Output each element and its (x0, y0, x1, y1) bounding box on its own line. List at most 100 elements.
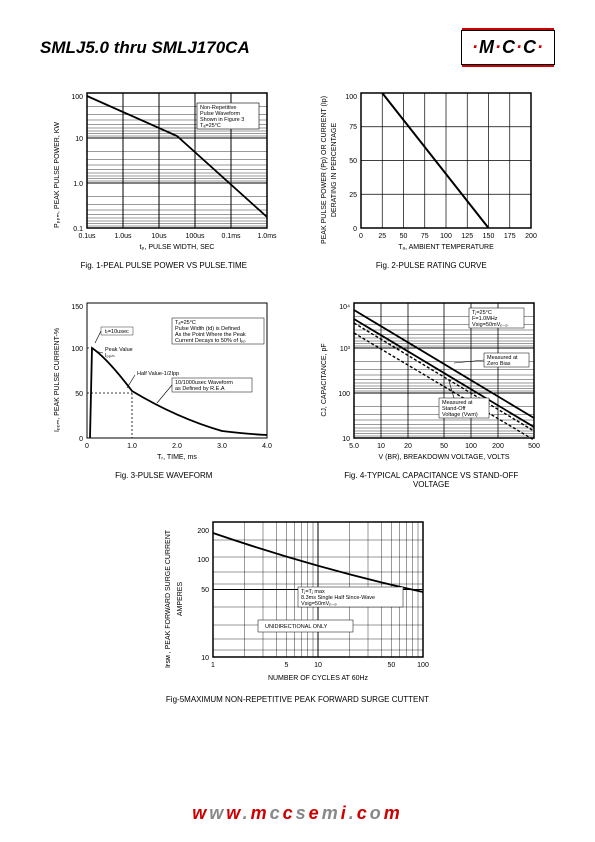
svg-text:3.0: 3.0 (217, 443, 227, 450)
svg-text:1.0: 1.0 (127, 443, 137, 450)
svg-text:10³: 10³ (340, 346, 351, 353)
svg-text:200: 200 (492, 443, 504, 450)
svg-text:1.0ms: 1.0ms (257, 233, 277, 240)
svg-text:100: 100 (465, 443, 477, 450)
svg-text:150: 150 (71, 304, 83, 311)
fig1-note4: Tₐ=25°C (200, 123, 221, 129)
chart-fig3: tᵣ=10usec Peak Value Iₚₚₘ Half Value-1/2… (40, 295, 288, 489)
svg-text:4.0: 4.0 (262, 443, 272, 450)
svg-text:0.1: 0.1 (73, 226, 83, 233)
fig5-caption: Fig-5MAXIMUM NON-REPETITIVE PEAK FORWARD… (166, 695, 429, 704)
footer: www.mccsemi.com (0, 803, 595, 824)
svg-text:0: 0 (79, 436, 83, 443)
svg-text:100: 100 (417, 662, 429, 669)
svg-text:50: 50 (400, 233, 408, 240)
svg-text:Iғsм , PEAK FORWARD SURGE CURR: Iғsм , PEAK FORWARD SURGE CURRENT (165, 529, 172, 668)
svg-text:0: 0 (353, 226, 357, 233)
svg-text:100: 100 (197, 557, 209, 564)
svg-text:10: 10 (377, 443, 385, 450)
chart-fig2: 0 25 50 75 100 125 150 175 200 0 25 50 7… (308, 85, 556, 270)
svg-text:50: 50 (349, 158, 357, 165)
svg-text:75: 75 (349, 124, 357, 131)
svg-text:1.0: 1.0 (73, 181, 83, 188)
svg-text:10: 10 (75, 136, 83, 143)
svg-text:Half Value-1/2Ipp: Half Value-1/2Ipp (137, 371, 179, 377)
svg-text:0: 0 (85, 443, 89, 450)
svg-text:100: 100 (71, 346, 83, 353)
svg-text:UNIDIRECTIONAL ONLY: UNIDIRECTIONAL ONLY (265, 624, 328, 630)
chart-fig5: Tⱼ=Tⱼ max 8.3ms Single Half Since-Wave V… (158, 514, 438, 704)
svg-text:Current Decays to 50% of Iₚₚ: Current Decays to 50% of Iₚₚ (175, 338, 246, 344)
svg-text:Vsig=50mVₚ₋ₚ: Vsig=50mVₚ₋ₚ (301, 601, 338, 607)
svg-text:1.0us: 1.0us (114, 233, 132, 240)
svg-text:AMPERES: AMPERES (177, 582, 184, 617)
svg-text:175: 175 (504, 233, 516, 240)
fig3-svg: tᵣ=10usec Peak Value Iₚₚₘ Half Value-1/2… (49, 295, 279, 465)
svg-text:10us: 10us (151, 233, 167, 240)
svg-text:5: 5 (284, 662, 288, 669)
svg-text:5.0: 5.0 (349, 443, 359, 450)
svg-text:DERATING IN PERCENTAGE: DERATING IN PERCENTAGE (331, 123, 338, 218)
svg-text:200: 200 (197, 528, 209, 535)
fig3-xlabel: Tᵣ, TIME, ms (157, 454, 197, 461)
svg-text:25: 25 (349, 192, 357, 199)
footer-url: www.mccsemi.com (192, 803, 403, 823)
svg-text:100us: 100us (185, 233, 205, 240)
fig2-caption: Fig. 2-PULSE RATING CURVE (376, 261, 487, 270)
chart-fig5-row: Tⱼ=Tⱼ max 8.3ms Single Half Since-Wave V… (40, 514, 555, 704)
svg-text:Voltage (Vwm): Voltage (Vwm) (442, 412, 478, 418)
svg-text:as Defined by R.E.A: as Defined by R.E.A (175, 386, 225, 392)
logo-text: ·M·C·C· (472, 37, 544, 57)
svg-text:Vsig=50mVₚ₋ₚ: Vsig=50mVₚ₋ₚ (472, 322, 509, 328)
doc-title: SMLJ5.0 thru SMLJ170CA (40, 38, 250, 58)
svg-text:Zero Bias: Zero Bias (487, 361, 511, 367)
chart-fig1: Non-Repetitive Pulse Waveform Shown in F… (40, 85, 288, 270)
svg-text:1: 1 (211, 662, 215, 669)
header: SMLJ5.0 thru SMLJ170CA ·M·C·C· (40, 30, 555, 65)
fig1-caption: Fig. 1-PEAL PULSE POWER VS PULSE.TIME (81, 261, 247, 270)
charts-grid: Non-Repetitive Pulse Waveform Shown in F… (40, 85, 555, 704)
svg-text:50: 50 (440, 443, 448, 450)
fig1-svg: Non-Repetitive Pulse Waveform Shown in F… (49, 85, 279, 255)
svg-text:500: 500 (528, 443, 540, 450)
svg-text:10: 10 (342, 436, 350, 443)
svg-text:10: 10 (314, 662, 322, 669)
svg-text:0.1us: 0.1us (78, 233, 96, 240)
svg-text:Iₚₚₘ: Iₚₚₘ (105, 353, 115, 359)
svg-text:50: 50 (387, 662, 395, 669)
svg-text:PEAK PULSE POWER (Pp) OR CURRE: PEAK PULSE POWER (Pp) OR CURRENT (Ip) (321, 96, 328, 244)
fig4-ylabel: CJ, CAPACITANCE, pF (321, 343, 328, 416)
svg-text:25: 25 (379, 233, 387, 240)
svg-text:10⁴: 10⁴ (339, 304, 350, 311)
svg-text:2.0: 2.0 (172, 443, 182, 450)
chart-fig4: Tⱼ=25°C F=1.0MHz Vsig=50mVₚ₋ₚ Measured a… (308, 295, 556, 489)
svg-text:100: 100 (440, 233, 452, 240)
fig1-xlabel: tₚ, PULSE WIDTH, SEC (139, 244, 214, 251)
svg-text:75: 75 (421, 233, 429, 240)
fig4-xlabel: V (BR), BREAKDOWN VOLTAGE, VOLTS (379, 454, 510, 461)
fig5-svg: Tⱼ=Tⱼ max 8.3ms Single Half Since-Wave V… (158, 514, 438, 689)
fig3-ylabel: Iₚₚₘ, PEAK PULSE CURRENT-% (54, 328, 61, 432)
svg-text:100: 100 (71, 94, 83, 101)
fig5-xlabel: NUMBER OF CYCLES AT 60Hz (267, 675, 368, 682)
fig2-xlabel: Tₐ, AMBIENT TEMPERATURE (398, 244, 494, 251)
svg-text:50: 50 (75, 391, 83, 398)
svg-text:0: 0 (359, 233, 363, 240)
fig1-ylabel: Pₚₚₘ, PEAK PULSE POWER, KW (54, 122, 61, 228)
fig4-caption: Fig. 4-TYPICAL CAPACITANCE VS STAND-OFF … (344, 471, 518, 489)
page: SMLJ5.0 thru SMLJ170CA ·M·C·C· (0, 0, 595, 842)
fig3-caption: Fig. 3-PULSE WAVEFORM (115, 471, 212, 480)
logo: ·M·C·C· (461, 30, 555, 65)
svg-text:200: 200 (525, 233, 537, 240)
svg-text:0.1ms: 0.1ms (221, 233, 241, 240)
fig4-svg: Tⱼ=25°C F=1.0MHz Vsig=50mVₚ₋ₚ Measured a… (316, 295, 546, 465)
fig2-svg: 0 25 50 75 100 125 150 175 200 0 25 50 7… (316, 85, 546, 255)
svg-text:50: 50 (201, 587, 209, 594)
svg-text:100: 100 (339, 391, 351, 398)
svg-text:100: 100 (346, 94, 358, 101)
svg-text:tᵣ=10usec: tᵣ=10usec (105, 329, 129, 335)
svg-text:20: 20 (404, 443, 412, 450)
svg-text:10: 10 (201, 655, 209, 662)
svg-text:125: 125 (462, 233, 474, 240)
svg-text:150: 150 (483, 233, 495, 240)
